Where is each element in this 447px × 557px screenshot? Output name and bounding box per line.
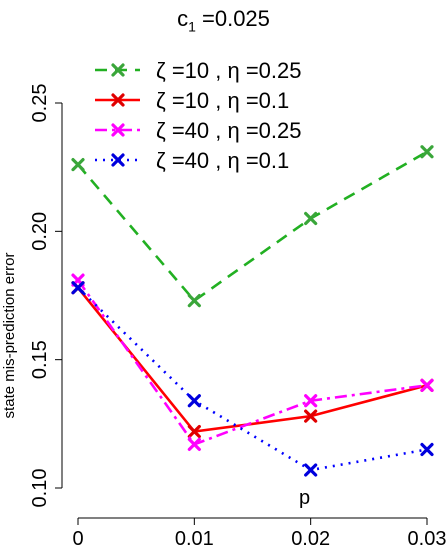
data-point <box>71 281 85 295</box>
legend-marker-1 <box>111 63 125 77</box>
x-axis-label: p <box>299 487 310 509</box>
data-point <box>420 442 434 457</box>
legend-marker-2 <box>111 93 125 107</box>
series-line-1 <box>77 150 428 303</box>
legend-marker-4 <box>111 153 125 167</box>
y-tick-label: 0.15 <box>29 340 51 379</box>
title-value: =0.025 <box>195 6 270 31</box>
y-axis-label: state mis-prediction error <box>1 253 18 419</box>
y-tick-label: 0.25 <box>29 84 51 123</box>
series-line-4 <box>77 286 428 472</box>
series-layer <box>71 145 434 477</box>
data-point <box>187 394 201 408</box>
legend-label-4: ζ =40 , η =0.1 <box>156 148 289 173</box>
series-line-2 <box>76 286 428 433</box>
data-point <box>304 211 318 226</box>
data-point <box>304 409 318 423</box>
y-tick-label: 0.20 <box>29 212 51 251</box>
x-tick-label: 0.01 <box>175 528 214 550</box>
data-point <box>420 145 434 159</box>
data-point <box>304 463 318 477</box>
legend: ζ =10 , η =0.25 ζ =10 , η =0.1 ζ =40 , η =… <box>95 58 301 173</box>
x-tick-label: 0.03 <box>408 528 447 550</box>
axes: 0.10 0.15 0.20 0.25 state mis-prediction err… <box>1 84 446 550</box>
data-point <box>71 158 85 172</box>
x-tick-label: 0.02 <box>291 528 330 550</box>
legend-label-1: ζ =10 , η =0.25 <box>156 58 301 83</box>
chart-title: c1 =0.025 <box>0 6 447 34</box>
data-point <box>187 424 201 439</box>
data-point <box>187 294 201 308</box>
data-point <box>420 378 434 392</box>
legend-label-3: ζ =40 , η =0.25 <box>156 118 301 143</box>
x-tick-label: 0 <box>72 528 83 550</box>
y-tick-label: 0.10 <box>29 469 51 508</box>
title-subscript: 1 <box>188 18 196 35</box>
data-point <box>304 394 318 408</box>
legend-label-2: ζ =10 , η =0.1 <box>156 88 289 113</box>
title-main: c <box>177 6 189 31</box>
legend-marker-3 <box>111 123 125 137</box>
series-line-3 <box>76 279 428 446</box>
data-point <box>187 437 201 451</box>
